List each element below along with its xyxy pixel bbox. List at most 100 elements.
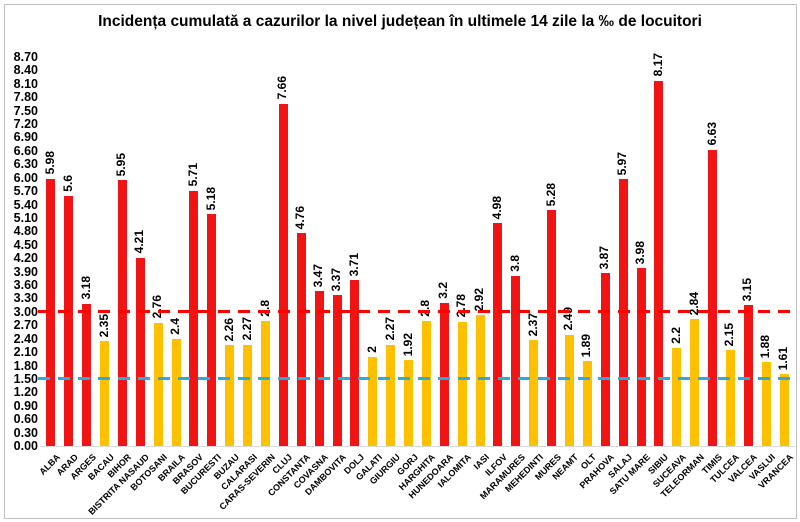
bar-value-label-bistrita-nasaud: 4.21 [132,230,147,254]
bar-hunedoara [439,302,449,446]
x-axis-line [40,446,795,447]
y-axis-tick-label: 0.60 [13,412,38,427]
bar-value-label-buzau: 2.26 [221,317,236,341]
y-axis-tick-label: 6.60 [13,143,38,158]
bar-value-label-dambovita: 3.37 [329,267,344,292]
y-axis-tick-label: 3.90 [13,264,38,279]
bar-covasna [314,290,324,446]
bar-gorj [404,360,414,446]
y-axis-tick-label: 7.20 [13,117,38,132]
bar-value-label-sibiu: 8.17 [650,53,665,77]
bar-value-label-iasi: 2.92 [472,288,487,312]
y-axis-tick-label: 7.80 [13,90,38,105]
bar-botosani [153,322,163,446]
bar-value-label-bucuresti: 5.18 [203,187,218,211]
y-axis-tick-label: 8.40 [13,63,38,78]
bar-maramures [511,276,521,446]
bar-arges [82,303,92,446]
bar-value-label-vaslui: 1.88 [758,334,773,358]
bar-value-label-suceava: 2.2 [668,326,683,344]
y-axis-tick-label: 5.10 [13,210,38,225]
bar-valcea [743,305,753,446]
bar-galati [368,356,378,446]
bar-value-label-mehedinti: 2.37 [525,312,540,337]
bar-brasov [189,190,199,446]
y-axis-tick-label: 2.10 [13,345,38,360]
bar-value-label-valcea: 3.15 [740,277,755,302]
y-axis-tick-label: 0.00 [13,439,38,453]
bar-value-label-constanta: 4.76 [293,205,308,230]
bar-satu-mare [636,268,646,446]
bar-value-label-brasov: 5.71 [185,163,200,187]
bar-value-label-alba: 5.98 [42,151,57,175]
bar-value-label-galati: 2 [364,345,379,353]
bar-value-label-prahova: 3.87 [597,245,612,269]
bar-prahova [600,272,610,446]
y-axis-tick-label: 4.50 [13,237,38,252]
red-threshold-line [38,310,797,314]
y-axis-tick-label: 4.20 [13,251,38,266]
y-axis-tick-label: 3.30 [13,291,38,306]
y-axis-tick-label: 2.70 [13,318,38,333]
y-axis-tick-label: 3.60 [13,278,38,293]
bar-value-label-salaj: 5.97 [615,151,630,176]
bar-value-label-mures: 5.28 [543,182,558,206]
bar-caras-severin [261,320,270,446]
bar-suceava [672,347,682,446]
y-axis-tick-label: 0.90 [13,398,38,413]
bar-sibiu [654,80,664,446]
bar-vrancea [779,374,789,446]
bar-value-label-arges: 3.18 [78,276,93,300]
bar-tulcea [725,349,735,446]
bar-value-label-covasna: 3.47 [311,263,326,287]
chart-title: Incidența cumulată a cazurilor la nivel … [98,13,702,30]
y-axis-tick-label: 0.30 [13,425,38,440]
bar-bucuresti [207,214,217,446]
y-axis-tick-label: 1.50 [13,371,38,386]
bar-harghita [421,320,431,446]
y-axis-tick-label: 5.40 [13,197,38,212]
bar-braila [171,338,181,446]
bar-ilfov [493,223,503,446]
bar-value-label-gorj: 1.92 [400,332,415,357]
bar-value-label-cluj: 7.66 [275,76,290,100]
bar-value-label-hunedoara: 3.2 [436,282,451,299]
bar-teleorman [690,319,700,446]
bar-bistrita-nasaud [135,257,145,446]
y-axis-tick-label: 4.80 [13,224,38,239]
y-axis-tick-label: 8.70 [13,50,38,64]
bar-vaslui [761,361,771,446]
bar-value-label-bacau: 2.35 [96,313,111,337]
bar-mehedinti [529,340,539,446]
bar-value-label-braila: 2.4 [168,318,183,335]
bar-value-label-harghita: 2.8 [418,300,433,317]
bar-value-label-caras-severin: 2.8 [257,300,272,317]
bar-buzau [225,344,235,446]
y-axis-tick-label: 3.00 [13,304,38,319]
bar-value-label-vrancea: 1.61 [776,346,791,371]
blue-threshold-line [38,377,797,381]
y-axis-tick-label: 1.80 [13,358,38,373]
y-axis-tick-label: 1.20 [13,385,38,400]
bar-giurgiu [386,344,396,446]
bar-cluj [278,103,288,446]
y-axis-tick-label: 6.90 [13,130,38,145]
bar-value-label-tulcea: 2.15 [722,322,737,346]
bar-value-label-ilfov: 4.98 [489,195,504,220]
bar-neamt [564,334,574,446]
bar-ialomita [457,321,467,446]
bar-iasi [475,315,485,446]
y-axis-tick-label: 6.30 [13,157,38,172]
bar-timis [708,149,718,446]
bar-value-label-botosani: 2.76 [150,295,165,319]
bar-constanta [296,233,306,446]
bar-value-label-olt: 1.89 [579,334,594,358]
y-axis-tick-label: 8.10 [13,76,38,91]
bar-value-label-timis: 6.63 [704,122,719,146]
bar-olt [582,361,592,446]
bar-value-label-maramures: 3.8 [507,255,522,273]
bar-arad [64,195,74,446]
bar-mures [547,209,557,446]
y-axis-tick-label: 5.70 [13,184,38,199]
